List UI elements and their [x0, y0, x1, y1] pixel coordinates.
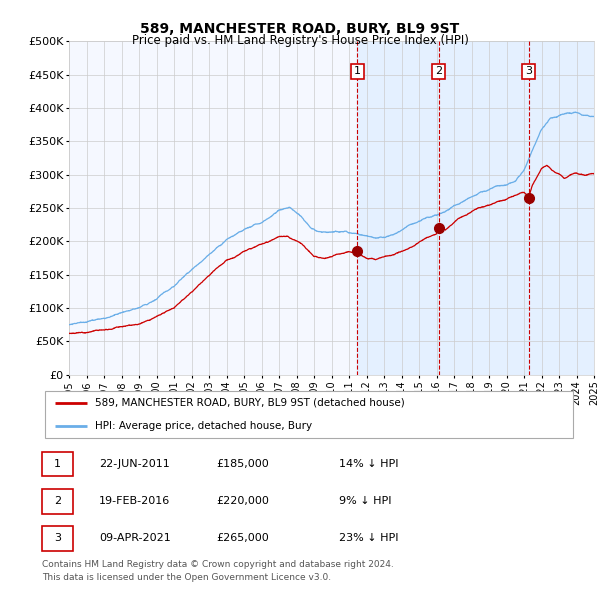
Text: 23% ↓ HPI: 23% ↓ HPI [339, 533, 398, 543]
Text: 1: 1 [354, 66, 361, 76]
Text: £185,000: £185,000 [216, 459, 269, 469]
Text: Price paid vs. HM Land Registry's House Price Index (HPI): Price paid vs. HM Land Registry's House … [131, 34, 469, 47]
Text: 589, MANCHESTER ROAD, BURY, BL9 9ST (detached house): 589, MANCHESTER ROAD, BURY, BL9 9ST (det… [95, 398, 405, 408]
Text: HPI: Average price, detached house, Bury: HPI: Average price, detached house, Bury [95, 421, 313, 431]
Text: 14% ↓ HPI: 14% ↓ HPI [339, 459, 398, 469]
Text: 2: 2 [54, 496, 61, 506]
Text: 3: 3 [525, 66, 532, 76]
Text: 9% ↓ HPI: 9% ↓ HPI [339, 496, 391, 506]
Text: 1: 1 [54, 459, 61, 469]
Text: Contains HM Land Registry data © Crown copyright and database right 2024.: Contains HM Land Registry data © Crown c… [42, 560, 394, 569]
Text: 2: 2 [435, 66, 442, 76]
Text: 09-APR-2021: 09-APR-2021 [99, 533, 171, 543]
Text: 19-FEB-2016: 19-FEB-2016 [99, 496, 170, 506]
Text: £265,000: £265,000 [216, 533, 269, 543]
Text: £220,000: £220,000 [216, 496, 269, 506]
Text: 589, MANCHESTER ROAD, BURY, BL9 9ST: 589, MANCHESTER ROAD, BURY, BL9 9ST [140, 22, 460, 36]
FancyBboxPatch shape [44, 391, 574, 438]
Text: 3: 3 [54, 533, 61, 543]
Text: 22-JUN-2011: 22-JUN-2011 [99, 459, 170, 469]
Bar [357, 41, 594, 375]
Text: This data is licensed under the Open Government Licence v3.0.: This data is licensed under the Open Gov… [42, 573, 331, 582]
